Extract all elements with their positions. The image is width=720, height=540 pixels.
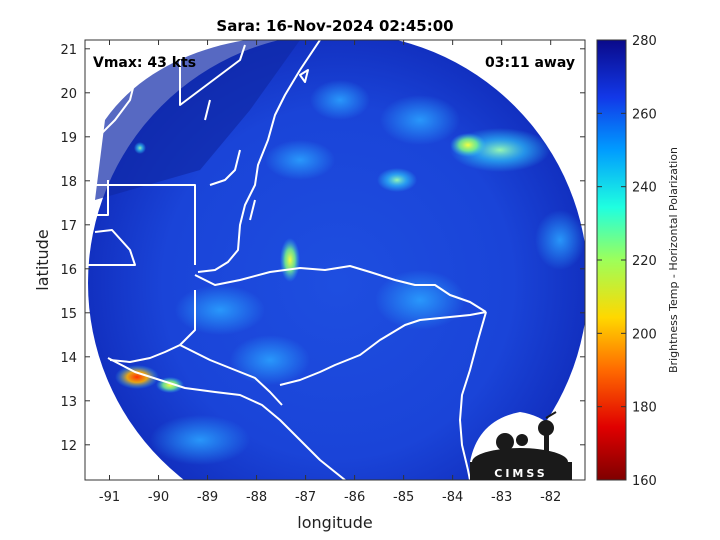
cloud-feature (450, 133, 486, 157)
colorbar-tick-label: 180 (632, 401, 657, 416)
cloud-blob (175, 285, 265, 335)
x-tick-label: -90 (148, 490, 169, 505)
chart-title: Sara: 16-Nov-2024 02:45:00 (216, 17, 453, 35)
y-tick-label: 13 (60, 395, 77, 410)
x-tick-label: -86 (344, 490, 365, 505)
y-tick-label: 12 (60, 439, 77, 454)
convective-core (115, 365, 159, 389)
x-tick-label: -91 (99, 490, 120, 505)
cloud-blob (380, 95, 460, 145)
colorbar-tick-label: 220 (632, 254, 657, 269)
colorbar-ticks: 280 260 240 220 200 180 160 (597, 34, 657, 489)
x-axis-label: longitude (297, 513, 372, 532)
map-area (85, 40, 585, 480)
tower-icon (544, 425, 549, 463)
dark-region (95, 40, 300, 200)
x-tick-label: -85 (393, 490, 414, 505)
cimss-logo: CIMSS (470, 411, 572, 480)
cloud-blob (265, 140, 335, 180)
colorbar-tick-label: 240 (632, 181, 657, 196)
y-axis-label: latitude (33, 229, 52, 290)
x-tick-label: -89 (197, 490, 218, 505)
colorbar-tick-label: 260 (632, 107, 657, 122)
cloud-blob (310, 80, 370, 120)
cloud-feature (134, 142, 146, 154)
x-tick-label: -88 (246, 490, 267, 505)
colorbar-tick-label: 280 (632, 34, 657, 49)
y-tick-label: 18 (60, 175, 77, 190)
water-tower-icon (538, 420, 554, 436)
x-tick-label: -83 (491, 490, 512, 505)
x-tick-label: -87 (295, 490, 316, 505)
antenna-icon (545, 411, 557, 419)
cloud-blob (150, 415, 250, 465)
cloud-blob (230, 335, 310, 385)
y-tick-label: 17 (60, 219, 77, 234)
y-tick-label: 20 (60, 87, 77, 102)
y-tick-label: 19 (60, 131, 77, 146)
dish-icon (516, 434, 528, 446)
y-tick-label: 14 (60, 351, 77, 366)
time-away-annotation: 03:11 away (485, 55, 575, 71)
colorbar-label: Brightness Temp - Horizontal Polarizatio… (667, 147, 680, 373)
y-tick-label: 16 (60, 263, 77, 278)
x-tick-label: -84 (442, 490, 463, 505)
x-axis-ticks: -91 -90 -89 -88 -87 -86 -85 -84 -83 -82 (99, 40, 561, 505)
convective-core (280, 238, 300, 282)
cloud-feature (377, 168, 417, 192)
y-tick-label: 15 (60, 307, 77, 322)
dish-icon (496, 433, 514, 451)
cloud-blob (375, 270, 465, 330)
axes-frame (84, 39, 586, 481)
cloud-blob (535, 210, 585, 270)
logo-text: CIMSS (494, 467, 547, 480)
vmax-annotation: Vmax: 43 kts (93, 55, 196, 71)
y-tick-label: 21 (60, 43, 77, 58)
colorbar-tick-label: 200 (632, 327, 657, 342)
x-tick-label: -82 (540, 490, 561, 505)
colorbar-tick-label: 160 (632, 474, 657, 489)
coastlines (85, 40, 585, 480)
y-axis-ticks: 21 20 19 18 17 16 15 14 13 12 (60, 43, 585, 454)
logo-band (470, 462, 572, 480)
